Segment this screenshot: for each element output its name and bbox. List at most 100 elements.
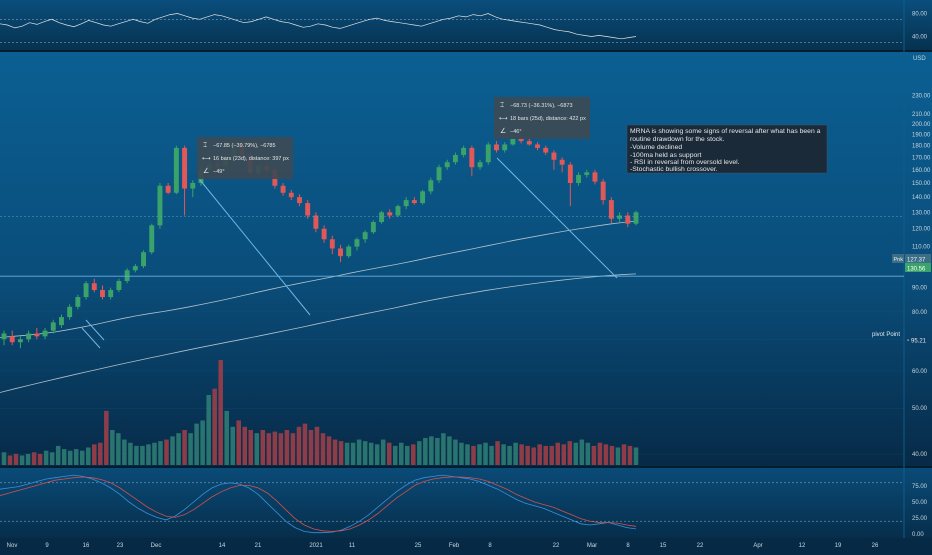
candle-body[interactable] [58, 317, 64, 326]
candle-body[interactable] [411, 200, 417, 204]
volume-bar [128, 442, 133, 465]
candle-body[interactable] [346, 246, 352, 257]
candle-body[interactable] [600, 181, 606, 201]
time-tick-label: 8 [626, 543, 630, 549]
candle-body[interactable] [592, 172, 598, 182]
candle-body[interactable] [75, 297, 81, 307]
note-line: -Stochastic bullish crossover. [630, 166, 718, 173]
candle-body[interactable] [50, 322, 56, 331]
candle-body[interactable] [403, 200, 409, 207]
candle-body[interactable] [190, 182, 196, 189]
candle-body[interactable] [633, 212, 639, 224]
trend-line-2[interactable] [496, 157, 618, 279]
pivot-tag[interactable]: pivot Point • 95.21 [872, 332, 931, 345]
candle-body[interactable] [608, 200, 614, 219]
candle-body[interactable] [34, 333, 40, 337]
price-tick-label: 200.00 [912, 122, 931, 128]
candle-body[interactable] [469, 147, 475, 168]
candle-body[interactable] [526, 141, 532, 145]
candle-body[interactable] [67, 306, 73, 318]
candle-body[interactable] [26, 333, 32, 340]
measure-angle: −46° [510, 129, 522, 135]
candle-body[interactable] [551, 152, 557, 160]
candle-body[interactable] [567, 164, 573, 183]
rsi-line [0, 13, 904, 43]
last-price-tag[interactable]: Pnk 127.37 130.56 [892, 254, 931, 273]
candle-body[interactable] [452, 154, 458, 163]
trend-line-1[interactable] [199, 179, 311, 316]
candle-body[interactable] [379, 212, 385, 223]
candle-body[interactable] [173, 147, 179, 193]
candle-body[interactable] [461, 147, 467, 155]
candle-body[interactable] [157, 185, 163, 226]
analysis-note[interactable]: MRNA is showing some signs of reversal a… [626, 124, 828, 174]
candle-body[interactable] [428, 180, 434, 192]
candle-body[interactable] [165, 185, 171, 193]
candle-body[interactable] [149, 225, 155, 253]
time-scale[interactable]: Nov 9 16 23 Dec 14 21 2021 11 25 Feb 8 22 Mar 8 15 22 Apr… [7, 543, 879, 549]
volume-bar [176, 433, 181, 465]
candle-body[interactable] [132, 266, 138, 271]
price-tick-label: 80.00 [912, 310, 928, 316]
price-tick-label: 160.00 [912, 168, 931, 174]
candle-body[interactable] [576, 174, 582, 183]
candle-body[interactable] [420, 191, 426, 204]
candle-body[interactable] [141, 252, 146, 267]
measure-box-2[interactable]: ⌶ −68.73 (−36.31%), −6873 ⟷ 18 bars (25d… [494, 97, 590, 139]
volume-bar [579, 439, 585, 465]
candle-body[interactable] [584, 172, 590, 175]
volume-bar [182, 430, 187, 465]
candle-body[interactable] [321, 228, 327, 240]
candle-body[interactable] [9, 336, 15, 343]
candle-body[interactable] [502, 144, 508, 151]
candle-body[interactable] [518, 138, 524, 142]
candle-body[interactable] [42, 330, 48, 337]
candle-body[interactable] [305, 203, 311, 216]
candle-body[interactable] [182, 147, 188, 189]
candle-body[interactable] [485, 144, 491, 163]
moving-average-line [0, 273, 637, 393]
candle-body[interactable] [362, 232, 368, 240]
candle-body[interactable] [100, 290, 105, 298]
candle-body[interactable] [444, 162, 450, 168]
candle-body[interactable] [329, 239, 335, 249]
candle-body[interactable] [124, 270, 130, 282]
measure-box-1[interactable]: ⌶ −67.85 (−39.79%), −6785 ⟷ 16 bars (23d… [197, 137, 293, 179]
volume-bar [368, 442, 374, 465]
candle-body[interactable] [297, 197, 302, 204]
candle-body[interactable] [313, 215, 319, 229]
volume-bar [597, 442, 603, 465]
candle-body[interactable] [436, 167, 442, 181]
volume-bar [525, 445, 530, 465]
candle-body[interactable] [370, 222, 376, 233]
candle-body[interactable] [91, 283, 97, 291]
candle-body[interactable] [83, 283, 89, 298]
candle-body[interactable] [543, 147, 549, 153]
candle-body[interactable] [510, 138, 516, 145]
price-scale[interactable]: 230.00 210.00 200.00 190.00 180.00 170.00 160.… [912, 12, 931, 539]
candle-body[interactable] [535, 144, 540, 148]
candle-body[interactable] [387, 212, 393, 216]
candle-body[interactable] [108, 290, 114, 298]
candle-body[interactable] [116, 281, 122, 291]
candle-body[interactable] [617, 215, 623, 219]
candle-body[interactable] [477, 162, 483, 168]
candle-body[interactable] [354, 239, 360, 247]
measure-angle-icon: ∠ [203, 167, 209, 175]
candle-body[interactable] [395, 206, 401, 216]
candle-body[interactable] [559, 159, 565, 165]
volume-bar [254, 433, 260, 465]
flag-line[interactable] [81, 327, 101, 349]
candle-body[interactable] [288, 192, 294, 198]
candle-body[interactable] [338, 248, 343, 257]
volume-bar [549, 445, 554, 465]
candle-body[interactable] [494, 144, 499, 151]
candle-body[interactable] [17, 339, 23, 343]
stochastic-k-line [0, 474, 637, 534]
candle-body[interactable] [625, 215, 631, 224]
candle-body[interactable] [1, 333, 7, 340]
candle-body[interactable] [280, 185, 286, 193]
volume-bars [1, 360, 639, 465]
flag-line[interactable] [85, 319, 105, 341]
